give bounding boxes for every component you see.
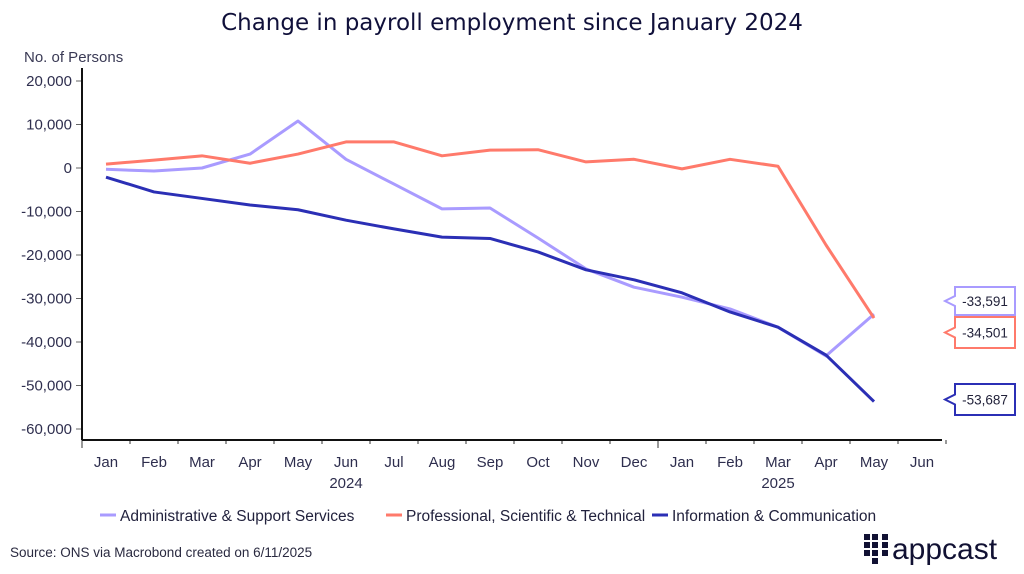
x-tick-label: Dec — [621, 454, 648, 471]
logo-dot — [872, 558, 878, 564]
appcast-logo: appcast — [864, 533, 998, 566]
logo-dot — [872, 542, 878, 548]
y-tick-label: 20,000 — [26, 73, 72, 90]
y-axis-label: No. of Persons — [24, 49, 123, 66]
x-tick-label: Jun — [334, 454, 358, 471]
x-tick-label: May — [860, 454, 889, 471]
y-tick-label: -60,000 — [21, 421, 72, 438]
x-tick-label: Feb — [717, 454, 743, 471]
x-tick-label: Sep — [477, 454, 504, 471]
x-tick-label: Mar — [189, 454, 215, 471]
series-line-2 — [105, 175, 876, 403]
logo-dot — [872, 550, 878, 556]
y-tick-label: -50,000 — [21, 378, 72, 395]
y-tick-label: -30,000 — [21, 291, 72, 308]
series-line-0 — [105, 119, 875, 358]
logo-dot — [882, 534, 888, 540]
x-tick-label: Jan — [94, 454, 118, 471]
logo-dot — [864, 534, 870, 540]
series-lines — [105, 119, 876, 403]
series-line-1 — [105, 140, 876, 319]
logo-dot — [864, 550, 870, 556]
y-axis: 20,000 10,000 0 -10,000 -20,000 -30,000 -40,00… — [21, 73, 82, 438]
x-year-label: 2025 — [761, 475, 794, 492]
x-axis: Jan Feb Mar Apr May Jun Jul Aug Sep Oct Nov Dec Jan F… — [81, 440, 947, 492]
callout-label: -53,687 — [962, 393, 1008, 408]
chart-title: Change in payroll employment since Janua… — [221, 10, 803, 36]
logo-text: appcast — [892, 533, 998, 566]
callout-label: -33,591 — [962, 294, 1008, 309]
logo-dot — [872, 534, 878, 540]
y-tick-label: -20,000 — [21, 247, 72, 264]
legend-label: Information & Communication — [672, 508, 876, 525]
x-tick-label: Apr — [814, 454, 837, 471]
x-tick-label: Jul — [384, 454, 403, 471]
x-tick-label: Apr — [238, 454, 261, 471]
callout-box — [942, 316, 1016, 349]
x-tick-label: May — [284, 454, 313, 471]
x-year-label: 2024 — [329, 475, 362, 492]
y-tick-label: -40,000 — [21, 334, 72, 351]
y-tick-label: 10,000 — [26, 117, 72, 134]
logo-dot — [882, 550, 888, 556]
logo-dot — [882, 542, 888, 548]
source-note: Source: ONS via Macrobond created on 6/1… — [10, 545, 312, 560]
x-tick-label: Jun — [910, 454, 934, 471]
logo-dot — [864, 542, 870, 548]
legend: Administrative & Support Services Profess… — [100, 508, 876, 525]
x-tick-label: Mar — [765, 454, 791, 471]
callout-box — [942, 383, 1016, 416]
legend-label: Administrative & Support Services — [120, 508, 355, 525]
x-tick-label: Nov — [573, 454, 600, 471]
end-value-callouts: -33,591 -34,501 -53,687 — [942, 286, 1016, 416]
callout-box — [942, 286, 1016, 316]
x-tick-label: Aug — [429, 454, 456, 471]
x-tick-label: Jan — [670, 454, 694, 471]
x-tick-label: Feb — [141, 454, 167, 471]
y-tick-label: -10,000 — [21, 204, 72, 221]
x-tick-label: Oct — [526, 454, 550, 471]
legend-label: Professional, Scientific & Technical — [406, 508, 645, 525]
y-tick-label: 0 — [64, 160, 72, 177]
logo-dots-icon — [864, 534, 888, 564]
callout-label: -34,501 — [962, 326, 1008, 341]
